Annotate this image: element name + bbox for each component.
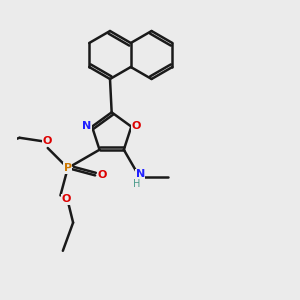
Text: N: N <box>82 121 91 131</box>
Text: N: N <box>136 169 145 179</box>
Text: P: P <box>64 163 72 173</box>
Text: H: H <box>133 179 141 190</box>
Text: O: O <box>42 136 52 146</box>
Text: O: O <box>132 121 141 131</box>
Text: O: O <box>98 170 107 180</box>
Text: O: O <box>62 194 71 204</box>
